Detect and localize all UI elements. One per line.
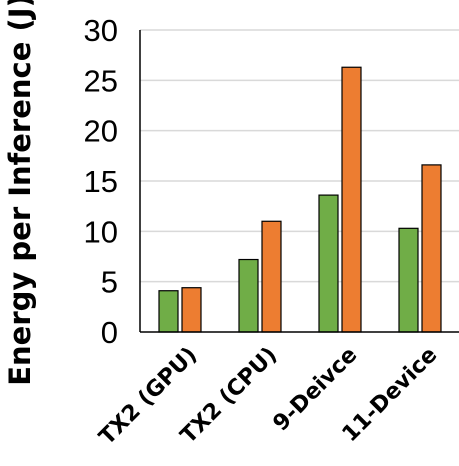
y-tick-label: 5: [101, 265, 118, 300]
y-tick-label: 10: [84, 214, 118, 249]
bar-orange-1: [181, 287, 202, 333]
bar-orange-4: [421, 164, 442, 333]
bar-green-3: [318, 194, 339, 333]
bars: [158, 66, 442, 333]
y-axis-ticks: 0 5 10 15 20 25 30: [84, 13, 118, 350]
bar-green-4: [398, 227, 419, 333]
bar-orange-2: [261, 220, 282, 333]
bar-green-2: [238, 258, 259, 333]
y-tick-label: 25: [84, 63, 118, 98]
bar-orange-3: [341, 66, 362, 333]
bar-green-1: [158, 290, 179, 333]
y-tick-label: 0: [101, 315, 118, 350]
y-axis-title: Energy per Inference (J): [3, 0, 37, 386]
y-tick-label: 30: [84, 13, 118, 48]
y-tick-label: 20: [84, 114, 118, 149]
y-tick-label: 15: [84, 164, 118, 199]
